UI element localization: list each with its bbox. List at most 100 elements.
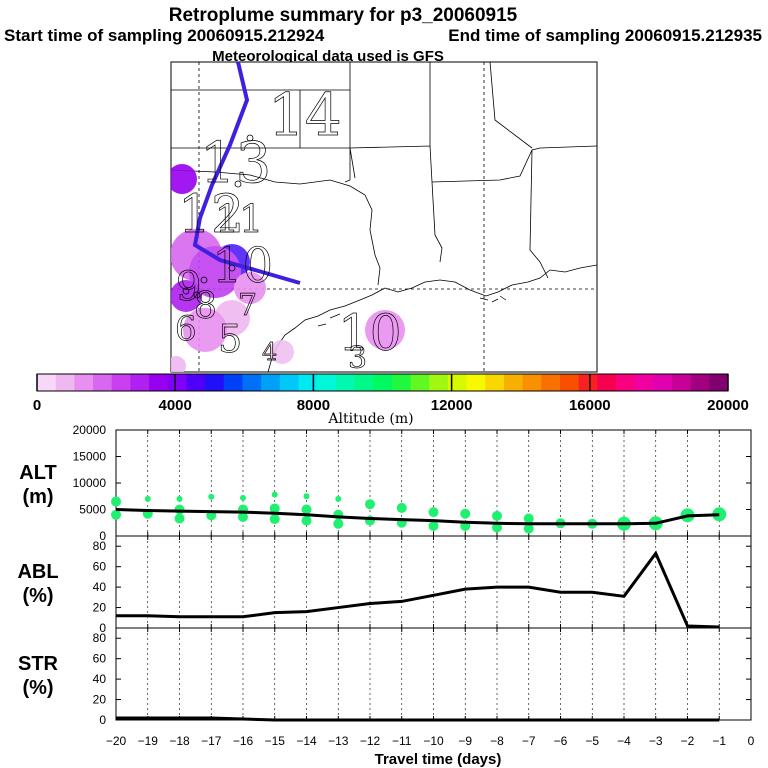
panel-unit: (%) (22, 677, 53, 699)
x-tick-label: −5 (585, 734, 599, 748)
colorbar-cell (373, 374, 393, 391)
alt-scatter-point (269, 503, 280, 514)
colorbar-cell (391, 374, 411, 391)
colorbar-cell (205, 374, 225, 391)
alt-scatter-point (396, 502, 407, 513)
y-tick-label: 0 (99, 621, 106, 635)
colorbar-cell (186, 374, 206, 391)
y-tick-label: 60 (93, 560, 107, 574)
y-tick-label: 80 (93, 539, 107, 553)
alt-scatter-point (174, 504, 185, 515)
day-label: 10 (338, 304, 402, 362)
panel-label: ABL (17, 561, 58, 583)
x-tick-label: −16 (233, 734, 254, 748)
back-trajectory-track (192, 62, 301, 285)
colorbar-cell (690, 374, 710, 391)
x-tick-label: −20 (106, 734, 127, 748)
alt-scatter-point (301, 515, 312, 526)
y-tick-label: 20 (93, 693, 107, 707)
alt-scatter-point (238, 511, 248, 522)
colorbar-tick-label: 0 (33, 397, 41, 414)
colorbar-cell (317, 374, 337, 391)
x-tick-label: −13 (328, 734, 349, 748)
colorbar-cell (671, 374, 692, 391)
x-tick-label: −15 (265, 734, 286, 748)
alt-scatter-point (144, 495, 151, 502)
colorbar-tick-label: 8000 (297, 397, 330, 414)
y-tick-label: 0 (99, 529, 106, 543)
alt-scatter-point (712, 507, 727, 522)
colorbar-cell (503, 374, 523, 391)
colorbar-cell (111, 374, 131, 391)
day-label: 4 (262, 338, 277, 366)
alt-scatter-point (174, 513, 185, 524)
day-label: 10 (212, 238, 273, 294)
day-label: 6 (175, 309, 197, 349)
panel-abl: 0 20 40 60 80 ABL(%) (17, 535, 752, 635)
panel-label: ALT (19, 462, 56, 484)
y-tick-label: 20000 (73, 423, 107, 437)
day-label: 7 (238, 288, 257, 323)
series-line (116, 550, 720, 629)
alt-scatter-point (523, 513, 534, 524)
state-boundaries (171, 62, 597, 286)
day-label: 8 (194, 286, 217, 327)
alt-scatter-point (208, 493, 215, 500)
x-tick-label: −12 (360, 734, 381, 748)
colorbar-cell (167, 374, 187, 391)
x-tick-label: −4 (617, 734, 631, 748)
colorbar-cell (130, 374, 150, 391)
colorbar-cell (37, 374, 57, 391)
x-axis-label: Travel time (days) (375, 751, 502, 768)
panel-unit: (%) (22, 585, 53, 607)
x-tick-label: −7 (522, 734, 536, 748)
colorbar-cell (261, 374, 281, 391)
colorbar-label: Altitude (m) (327, 411, 413, 427)
colorbar-cell (279, 374, 299, 391)
day-label: 14 (268, 81, 342, 149)
x-tick-label: −6 (554, 734, 568, 748)
alt-scatter-point (365, 499, 375, 510)
colorbar-cell (653, 374, 673, 391)
alt-scatter-point (269, 514, 280, 525)
y-tick-label: 80 (93, 631, 107, 645)
series-line (115, 508, 720, 526)
alt-scatter-point (335, 495, 342, 502)
colorbar-tick-label: 16000 (569, 397, 611, 414)
panel-unit: (m) (22, 486, 53, 508)
colorbar-cell (93, 374, 113, 391)
y-tick-label: 40 (93, 580, 107, 594)
figure-title: Retroplume summary for p3_20060915 (169, 5, 518, 26)
colorbar-cell (242, 374, 262, 391)
alt-scatter-point (176, 495, 183, 502)
colorbar-cell (634, 374, 654, 391)
panel-label: STR (18, 653, 59, 675)
altitude-colorbar: 0 4000 8000 12000 16000 20000 Altitude (m) (33, 373, 749, 427)
colorbar-cell (447, 374, 467, 391)
alt-scatter-point (301, 504, 312, 515)
colorbar-cell (709, 374, 729, 391)
alt-scatter-point (111, 496, 121, 507)
colorbar-cell (410, 374, 430, 391)
coastal-islands (317, 295, 507, 327)
alt-scatter-point (240, 494, 246, 501)
colorbar-cell (559, 374, 579, 391)
alt-scatter-point (271, 491, 278, 498)
x-tick-label: −11 (392, 734, 412, 748)
colorbar-cell (354, 374, 374, 391)
x-tick-label: −18 (169, 734, 190, 748)
x-tick-label: −10 (423, 734, 444, 748)
x-tick-label: −19 (138, 734, 159, 748)
colorbar-tick-label: 12000 (431, 397, 473, 414)
colorbar-cell (466, 374, 486, 391)
timeseries-panels: 05000100001500020000ALT(m)020406080ABL(%… (17, 423, 754, 768)
series-line (116, 716, 720, 722)
day-label: 12 (178, 185, 244, 245)
x-tick-label: −17 (201, 734, 222, 748)
y-tick-label: 15000 (73, 450, 107, 464)
colorbar-cell (485, 374, 505, 391)
colorbar-tick-label: 4000 (159, 397, 192, 414)
x-tick-label: −2 (681, 734, 695, 748)
x-tick-label: −3 (649, 734, 663, 748)
colorbar-cell (429, 374, 449, 391)
